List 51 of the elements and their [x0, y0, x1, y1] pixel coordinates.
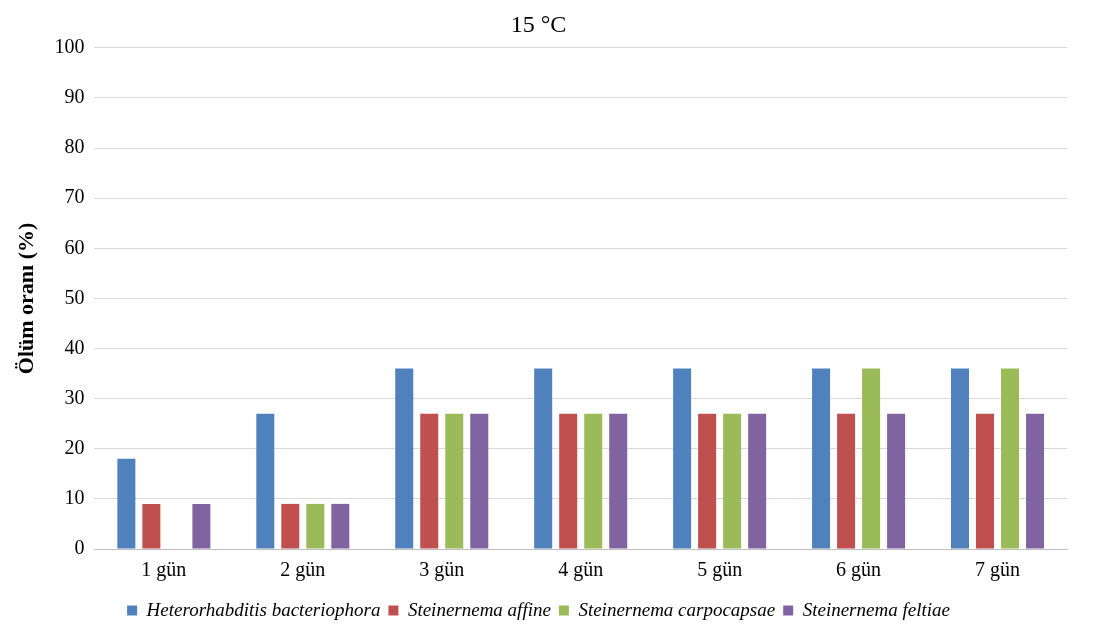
- y-tick-label: 100: [54, 35, 85, 58]
- bar: [192, 503, 211, 549]
- bar: [331, 503, 350, 549]
- bar: [862, 368, 881, 549]
- legend-label: Heterorhabditis bacteriophora: [145, 598, 381, 620]
- bar: [951, 368, 970, 549]
- bar: [584, 413, 603, 549]
- y-tick-label: 0: [74, 536, 85, 559]
- bar: [1001, 368, 1020, 549]
- x-tick-label: 5 gün: [697, 558, 743, 582]
- bar: [887, 413, 906, 549]
- y-tick-label: 80: [64, 135, 85, 158]
- bar: [306, 503, 325, 549]
- y-tick-label: 40: [64, 335, 85, 358]
- x-tick-label: 2 gün: [280, 558, 326, 582]
- legend-label: Steinernema carpocapsae: [578, 598, 776, 620]
- x-tick-label: 7 gün: [975, 558, 1021, 582]
- bar: [812, 368, 831, 549]
- bar: [470, 413, 489, 549]
- bar: [609, 413, 628, 549]
- bar: [559, 413, 578, 549]
- bar: [698, 413, 717, 549]
- y-tick-label: 30: [64, 385, 85, 408]
- chart-title: 15 °C: [510, 10, 567, 37]
- bar: [281, 503, 300, 549]
- y-axis-title: Ölüm oranı (%): [12, 222, 38, 375]
- bar: [117, 458, 136, 549]
- bar: [445, 413, 464, 549]
- legend-label: Steinernema feltiae: [802, 598, 950, 620]
- bar: [395, 368, 414, 549]
- x-tick-label: 4 gün: [558, 558, 604, 582]
- bar: [976, 413, 995, 549]
- y-tick-label: 60: [64, 235, 85, 258]
- legend-label: Steinernema affine: [407, 598, 551, 620]
- bar: [534, 368, 553, 549]
- bar: [1026, 413, 1045, 549]
- bar: [142, 503, 161, 549]
- y-tick-label: 70: [64, 185, 85, 208]
- y-tick-label: 50: [64, 285, 85, 308]
- x-tick-label: 6 gün: [836, 558, 882, 582]
- y-tick-label: 20: [64, 436, 85, 459]
- bar: [256, 413, 275, 549]
- bar: [723, 413, 742, 549]
- bar: [673, 368, 692, 549]
- bar: [837, 413, 856, 549]
- bar: [748, 413, 767, 549]
- y-tick-label: 90: [64, 85, 85, 108]
- x-tick-label: 3 gün: [419, 558, 465, 582]
- y-tick-label: 10: [64, 486, 85, 509]
- x-tick-label: 1 gün: [141, 558, 187, 582]
- bar: [420, 413, 439, 549]
